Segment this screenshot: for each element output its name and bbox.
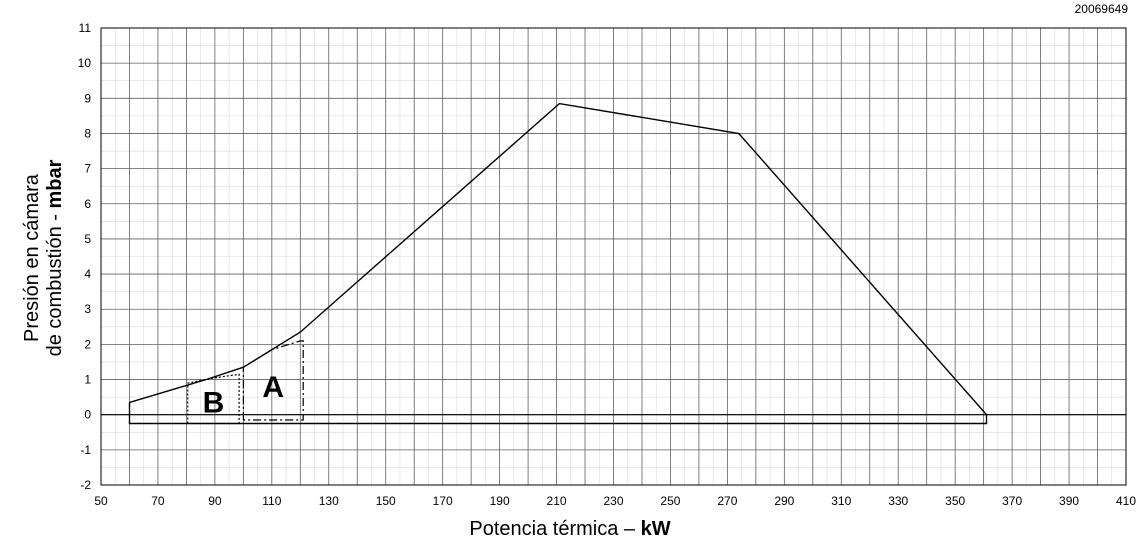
x-tick-label: 290 bbox=[774, 494, 794, 508]
y-tick-label: 7 bbox=[84, 162, 91, 176]
region-outline-b bbox=[187, 373, 240, 425]
y-axis-label-text: de combustión - bbox=[44, 208, 66, 357]
x-tick-label: 170 bbox=[433, 494, 453, 508]
region-label-b: B bbox=[203, 387, 225, 420]
y-tick-label: 1 bbox=[84, 373, 91, 387]
x-tick-label: 310 bbox=[831, 494, 851, 508]
y-tick-label: 5 bbox=[84, 232, 91, 246]
y-axis-label-line2: de combustión - mbar bbox=[44, 160, 67, 357]
y-tick-label: 3 bbox=[84, 302, 91, 316]
x-tick-label: 330 bbox=[888, 494, 908, 508]
x-tick-labels: 50 70 90 110 130 150 170 190 210 230 250 270 290 310 3… bbox=[94, 494, 1136, 508]
operating-range-curve bbox=[128, 102, 988, 425]
x-tick-label: 90 bbox=[208, 494, 222, 508]
x-tick-label: 350 bbox=[945, 494, 965, 508]
y-tick-labels: -2 -1 0 1 2 3 4 5 6 7 8 9 10 11 bbox=[78, 21, 92, 492]
x-tick-label: 370 bbox=[1002, 494, 1022, 508]
x-tick-label: 210 bbox=[547, 494, 567, 508]
y-axis-unit: mbar bbox=[44, 159, 66, 209]
document-code: 20069649 bbox=[1074, 2, 1128, 16]
y-tick-label: 6 bbox=[84, 197, 91, 211]
y-axis-label-line1: Presión en cámara bbox=[21, 174, 43, 342]
x-tick-label: 390 bbox=[1059, 494, 1079, 508]
region-label-a: A bbox=[262, 371, 284, 404]
y-tick-label: -2 bbox=[80, 478, 91, 492]
x-tick-label: 270 bbox=[717, 494, 737, 508]
x-tick-label: 70 bbox=[151, 494, 165, 508]
x-tick-label: 110 bbox=[262, 494, 281, 508]
x-tick-label: 410 bbox=[1116, 494, 1136, 508]
x-tick-label: 250 bbox=[660, 494, 680, 508]
plot-border bbox=[100, 27, 1127, 486]
y-tick-label: 11 bbox=[79, 21, 92, 35]
x-tick-label: 50 bbox=[94, 494, 108, 508]
y-axis-label: Presión en cámara de combustión - mbar bbox=[21, 160, 67, 357]
x-tick-label: 150 bbox=[376, 494, 396, 508]
y-tick-label: 10 bbox=[78, 56, 92, 70]
x-axis-unit: kW bbox=[640, 518, 671, 540]
y-tick-label: 8 bbox=[84, 126, 91, 140]
y-tick-label: 2 bbox=[84, 337, 91, 351]
series bbox=[128, 102, 988, 425]
x-tick-label: 230 bbox=[603, 494, 623, 508]
y-tick-label: 0 bbox=[84, 408, 91, 422]
x-axis-label: Potencia térmica – kW bbox=[0, 518, 1140, 541]
x-tick-label: 130 bbox=[319, 494, 339, 508]
x-tick-label: 190 bbox=[490, 494, 510, 508]
y-tick-label: -1 bbox=[80, 443, 91, 457]
y-tick-label: 4 bbox=[84, 267, 91, 281]
y-tick-label: 9 bbox=[84, 91, 91, 105]
regions: AB bbox=[187, 340, 304, 425]
x-axis-label-text: Potencia térmica – bbox=[469, 518, 641, 540]
